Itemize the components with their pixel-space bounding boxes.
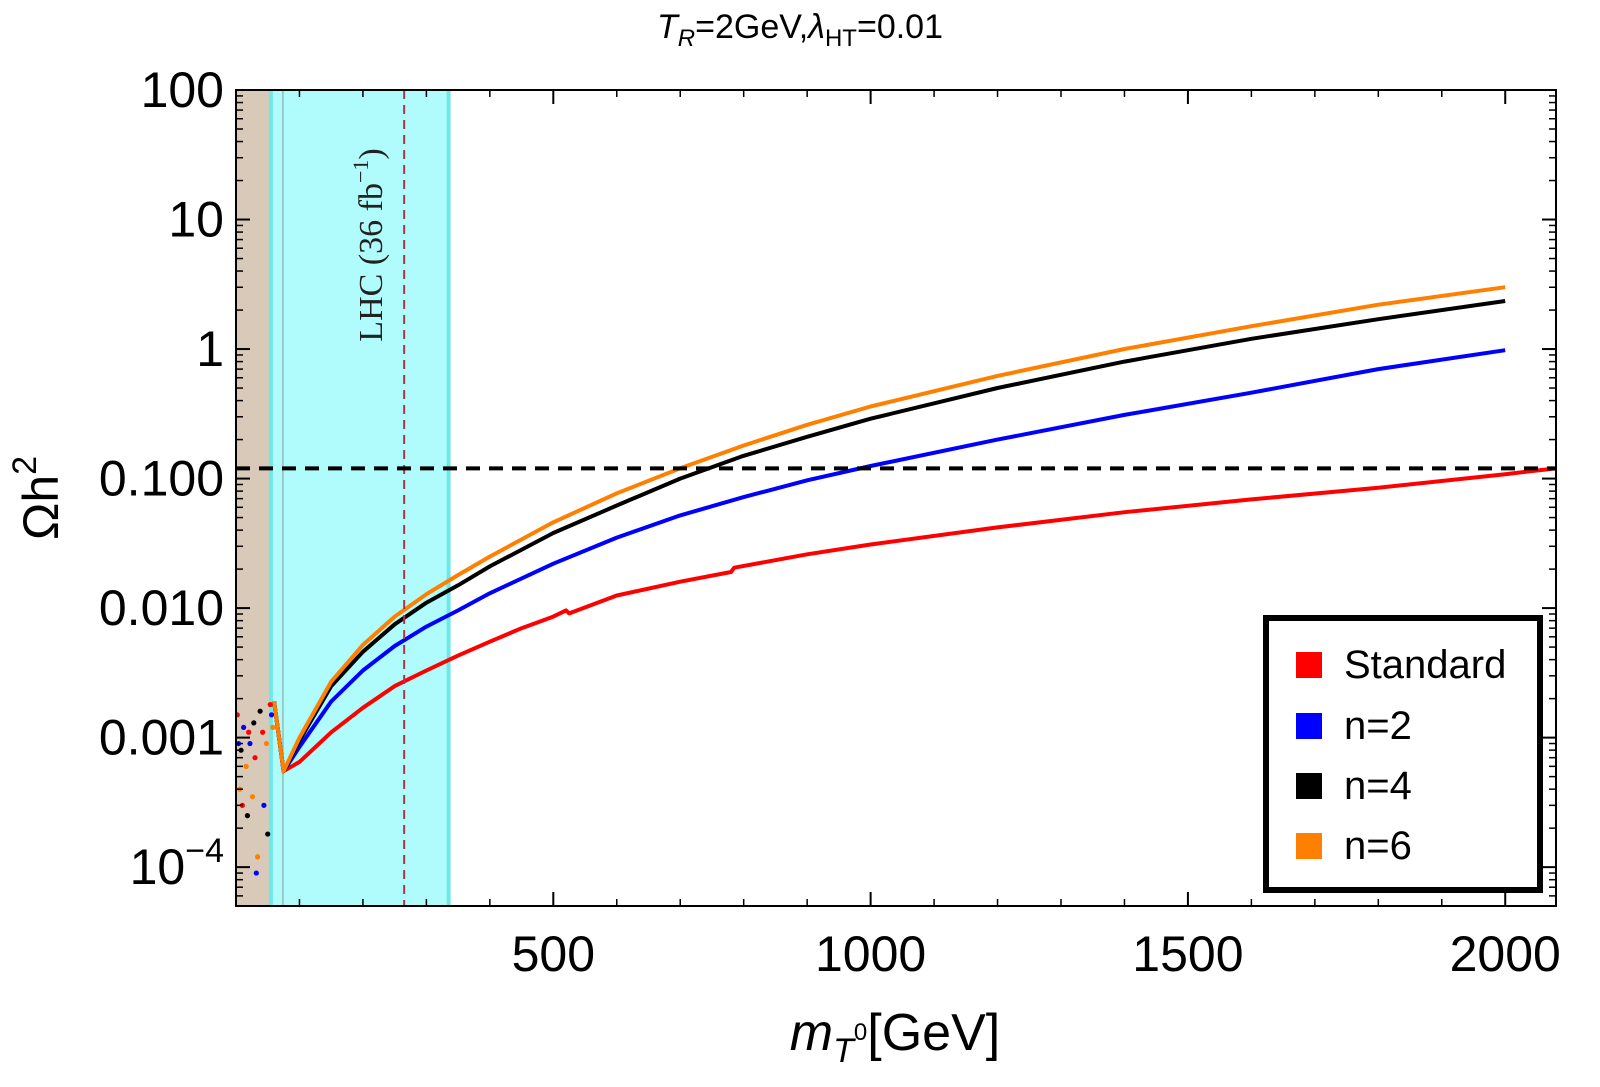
chart-title: TR=2GeV,λHT=0.01 xyxy=(657,8,943,52)
excluded-scatter-point xyxy=(246,729,252,735)
y-tick-label: 0.001 xyxy=(99,710,224,766)
series-line-n4 xyxy=(272,299,1506,774)
series-line-n6 xyxy=(272,285,1506,774)
series-line-standard xyxy=(272,466,1556,774)
x-tick-label: 2000 xyxy=(1450,926,1561,982)
excluded-scatter-point xyxy=(265,831,271,837)
excluded-scatter-point xyxy=(263,740,270,747)
title-sub-ht: HT xyxy=(825,25,857,52)
plot-background-layer xyxy=(236,90,451,906)
excluded-scatter-point xyxy=(253,870,259,876)
x-axis-m: m xyxy=(790,1004,833,1062)
x-tick-label: 1000 xyxy=(815,926,926,982)
title-sub-r: R xyxy=(678,25,695,52)
legend-swatch-n6 xyxy=(1296,833,1322,859)
legend-label-n2: n=2 xyxy=(1344,704,1412,748)
y-tick-label: 100 xyxy=(141,62,224,118)
title-lambda: λ xyxy=(806,8,825,46)
x-axis-sub: T xyxy=(833,1032,856,1070)
excluded-scatter-point xyxy=(261,802,267,808)
y-axis-omega: Ωh xyxy=(13,475,69,540)
overlay-layer xyxy=(236,90,1556,906)
x-tick-label: 1500 xyxy=(1132,926,1243,982)
series-line-n2 xyxy=(272,348,1506,774)
legend-swatch-n2 xyxy=(1296,713,1322,739)
excluded-scatter-point xyxy=(268,712,275,718)
excluded-scatter-point xyxy=(247,740,253,747)
excluded-scatter-point xyxy=(252,755,258,761)
x-axis-unit: [GeV] xyxy=(867,1004,1000,1062)
excluded-scatter-point xyxy=(251,720,257,726)
x-tick-label: 500 xyxy=(512,926,595,982)
y-axis-title: Ωh2 xyxy=(6,456,69,540)
lhc-label-sup: −1 xyxy=(348,160,373,183)
title-part2: =2GeV, xyxy=(695,8,808,46)
legend-label-n4: n=4 xyxy=(1344,764,1412,808)
legend: Standard n=2 n=4 n=6 xyxy=(1263,615,1543,893)
lhc-label-text: LHC (36 fb xyxy=(353,183,390,342)
y-axis-sup: 2 xyxy=(6,456,44,475)
series-layer xyxy=(236,285,1556,876)
lhc-band-label: LHC (36 fb−1) xyxy=(348,148,390,341)
excluded-scatter-point xyxy=(254,854,261,860)
excluded-scatter-point xyxy=(243,763,249,769)
excluded-scatter-point xyxy=(249,794,256,800)
x-axis-sup: 0 xyxy=(854,1019,867,1046)
lhc-band xyxy=(270,90,449,906)
title-part3: =0.01 xyxy=(857,8,943,46)
excluded-scatter-point xyxy=(260,729,266,735)
excluded-scatter-point xyxy=(241,724,247,730)
y-tick-label: 10−4 xyxy=(130,832,224,895)
y-tick-label: 1 xyxy=(196,321,224,377)
excluded-scatter-point xyxy=(257,708,263,714)
tick-layer: 500 1000 1500 2000 100 10 1 0.100 0.010 0.001 10−4 xyxy=(99,62,1561,982)
excluded-scatter-point xyxy=(267,701,273,708)
legend-label-n6: n=6 xyxy=(1344,824,1412,868)
legend-label-standard: Standard xyxy=(1344,643,1506,687)
y-tick-label: 0.010 xyxy=(99,580,224,636)
legend-swatch-standard xyxy=(1296,652,1322,678)
legend-swatch-n4 xyxy=(1296,773,1322,799)
y-tick-label: 0.100 xyxy=(99,451,224,507)
y-tick-label: 10 xyxy=(168,192,224,248)
x-axis-title: mT0[GeV] xyxy=(790,1004,1000,1070)
title-t: T xyxy=(657,8,680,46)
excluded-scatter-point xyxy=(244,813,251,819)
lhc-label-end: ) xyxy=(353,148,390,159)
excluded-scatter-point xyxy=(270,724,276,730)
